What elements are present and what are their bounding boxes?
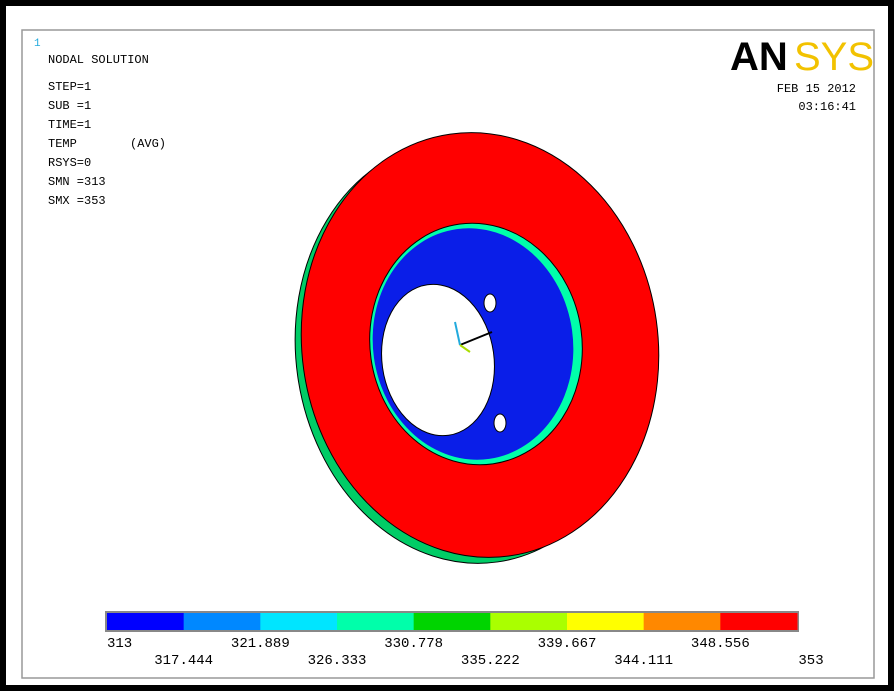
logo-sys: SYS bbox=[794, 35, 874, 79]
time: 03:16:41 bbox=[798, 100, 856, 114]
bolt-hole bbox=[484, 294, 496, 312]
page: 1 NODAL SOLUTION STEP=1 SUB =1 TIME=1 TEMP R… bbox=[0, 0, 894, 691]
colorbar-segment bbox=[107, 613, 184, 630]
colorbar-segment bbox=[567, 613, 644, 630]
legend-label: 317.444 bbox=[154, 653, 213, 669]
info-line: TIME=1 bbox=[48, 118, 91, 132]
legend-label: 321.889 bbox=[231, 636, 290, 652]
avg-label: (AVG) bbox=[130, 137, 166, 151]
window-number: 1 bbox=[34, 38, 41, 50]
colorbar-segment bbox=[414, 613, 491, 630]
info-line: RSYS=0 bbox=[48, 156, 91, 170]
legend-label: 335.222 bbox=[461, 653, 520, 669]
logo-an: AN bbox=[730, 35, 788, 79]
info-line: STEP=1 bbox=[48, 80, 91, 94]
legend-label: 348.556 bbox=[691, 636, 750, 652]
colorbar-segment bbox=[490, 613, 567, 630]
title: NODAL SOLUTION bbox=[48, 53, 149, 67]
info-line: SUB =1 bbox=[48, 99, 91, 113]
colorbar-segment bbox=[337, 613, 414, 630]
colorbar-segment bbox=[260, 613, 337, 630]
legend-label: 353 bbox=[798, 653, 823, 669]
legend-label: 330.778 bbox=[384, 636, 443, 652]
date: FEB 15 2012 bbox=[777, 82, 856, 96]
legend-label: 344.111 bbox=[614, 653, 673, 669]
info-line: SMX =353 bbox=[48, 194, 106, 208]
legend-label: 339.667 bbox=[538, 636, 597, 652]
colorbar-segment bbox=[720, 613, 797, 630]
legend-label: 313 bbox=[107, 636, 132, 652]
colorbar-segment bbox=[184, 613, 261, 630]
colorbar-segment bbox=[644, 613, 721, 630]
legend-label: 326.333 bbox=[308, 653, 367, 669]
bolt-hole bbox=[494, 414, 506, 432]
info-line: SMN =313 bbox=[48, 175, 106, 189]
info-line: TEMP bbox=[48, 137, 77, 151]
